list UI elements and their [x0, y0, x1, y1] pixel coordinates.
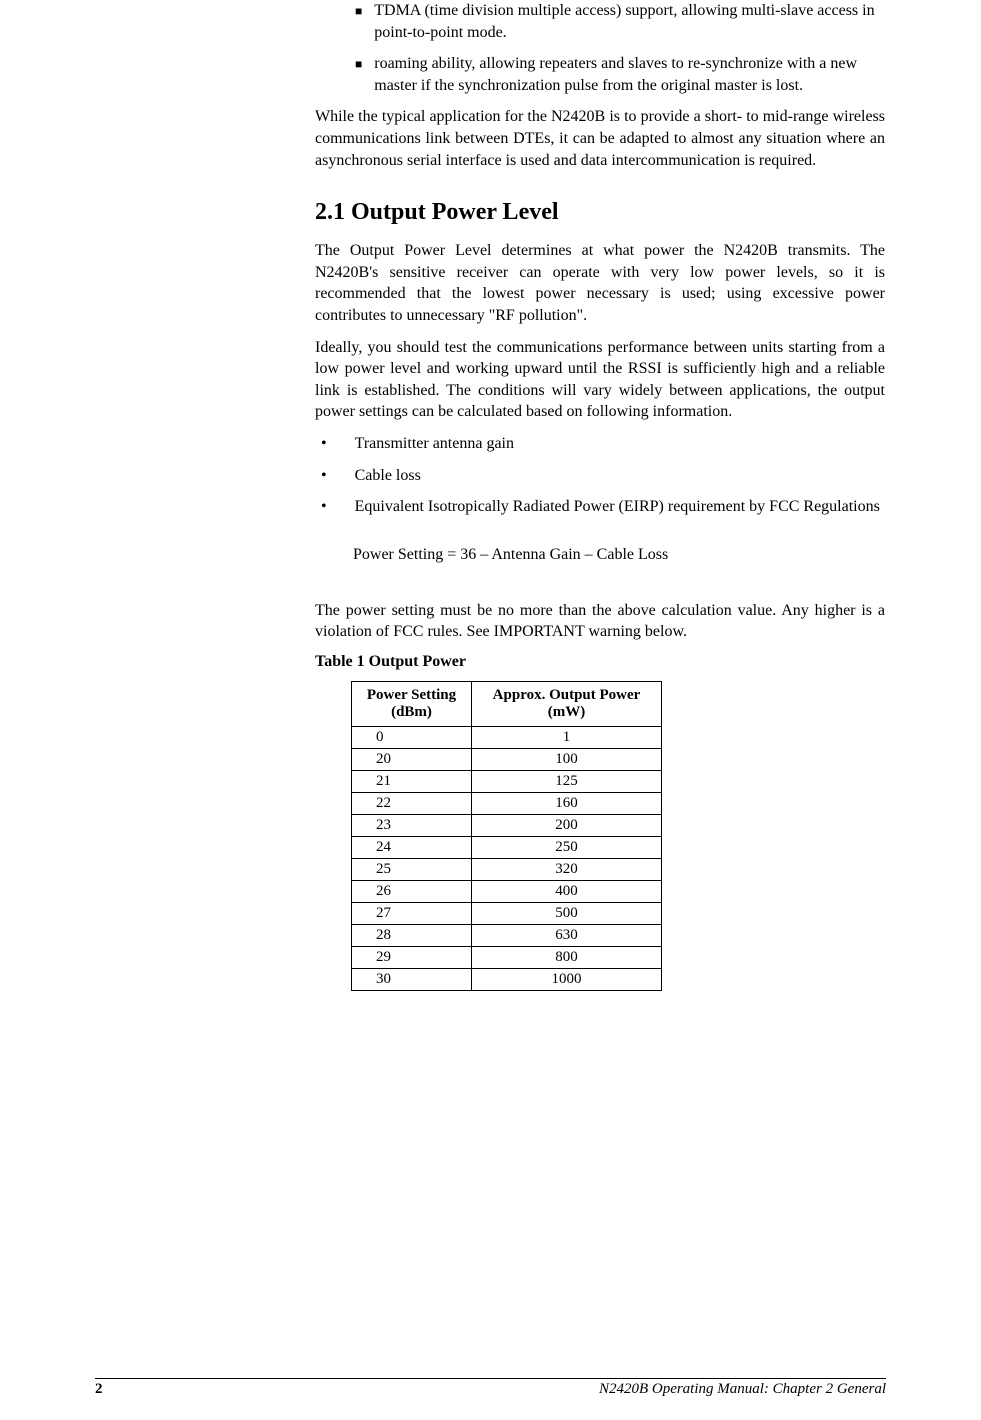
- main-content: ■ TDMA (time division multiple access) s…: [315, 0, 885, 991]
- paragraph-1: The Output Power Level determines at wha…: [315, 240, 885, 326]
- bullet-text: Transmitter antenna gain: [355, 433, 885, 455]
- paragraph-2: Ideally, you should test the communicati…: [315, 337, 885, 423]
- table-cell: 100: [472, 748, 662, 770]
- table-cell: 25: [352, 858, 472, 880]
- table-caption: Table 1 Output Power: [315, 653, 885, 671]
- table-header: Power Setting (dBm): [352, 681, 472, 726]
- table-cell: 1000: [472, 968, 662, 990]
- table-row: 301000: [352, 968, 662, 990]
- table-cell: 26: [352, 880, 472, 902]
- square-bullet-item: ■ TDMA (time division multiple access) s…: [315, 0, 885, 43]
- table-cell: 23: [352, 814, 472, 836]
- table-cell: 20: [352, 748, 472, 770]
- table-cell: 250: [472, 836, 662, 858]
- bullet-text: TDMA (time division multiple access) sup…: [374, 0, 885, 43]
- table-cell: 21: [352, 770, 472, 792]
- table-cell: 22: [352, 792, 472, 814]
- section-heading: 2.1 Output Power Level: [315, 199, 885, 226]
- bullet-text: roaming ability, allowing repeaters and …: [374, 53, 885, 96]
- table-row: 28630: [352, 924, 662, 946]
- table-cell: 320: [472, 858, 662, 880]
- table-row: 25320: [352, 858, 662, 880]
- table-cell: 800: [472, 946, 662, 968]
- square-bullet-icon: ■: [355, 56, 362, 96]
- table-header-row: Power Setting (dBm) Approx. Output Power…: [352, 681, 662, 726]
- dot-bullet-item: • Cable loss: [315, 465, 885, 487]
- table-cell: 125: [472, 770, 662, 792]
- table-cell: 630: [472, 924, 662, 946]
- bullet-text: Equivalent Isotropically Radiated Power …: [355, 496, 885, 518]
- output-power-table: Power Setting (dBm) Approx. Output Power…: [351, 681, 662, 991]
- page-footer: 2 N2420B Operating Manual: Chapter 2 Gen…: [95, 1378, 886, 1398]
- formula: Power Setting = 36 – Antenna Gain – Cabl…: [353, 546, 885, 564]
- intro-paragraph: While the typical application for the N2…: [315, 106, 885, 171]
- page-number: 2: [95, 1381, 103, 1398]
- dot-bullet-item: • Equivalent Isotropically Radiated Powe…: [315, 496, 885, 518]
- table-header: Approx. Output Power (mW): [472, 681, 662, 726]
- dot-bullet-icon: •: [321, 433, 327, 455]
- table-row: 24250: [352, 836, 662, 858]
- table-cell: 500: [472, 902, 662, 924]
- paragraph-3: The power setting must be no more than t…: [315, 600, 885, 643]
- table-cell: 400: [472, 880, 662, 902]
- table-cell: 24: [352, 836, 472, 858]
- table-row: 01: [352, 726, 662, 748]
- table-cell: 28: [352, 924, 472, 946]
- table-row: 23200: [352, 814, 662, 836]
- dot-bullet-item: • Transmitter antenna gain: [315, 433, 885, 455]
- table-cell: 29: [352, 946, 472, 968]
- dot-bullet-icon: •: [321, 465, 327, 487]
- dot-bullet-icon: •: [321, 496, 327, 518]
- table-row: 26400: [352, 880, 662, 902]
- table-cell: 30: [352, 968, 472, 990]
- table-row: 20100: [352, 748, 662, 770]
- table-cell: 0: [352, 726, 472, 748]
- footer-title: N2420B Operating Manual: Chapter 2 Gener…: [599, 1381, 886, 1398]
- table-row: 29800: [352, 946, 662, 968]
- table-cell: 1: [472, 726, 662, 748]
- table-cell: 27: [352, 902, 472, 924]
- square-bullet-icon: ■: [355, 3, 362, 43]
- square-bullet-item: ■ roaming ability, allowing repeaters an…: [315, 53, 885, 96]
- bullet-text: Cable loss: [355, 465, 885, 487]
- table-row: 21125: [352, 770, 662, 792]
- table-row: 22160: [352, 792, 662, 814]
- table-row: 27500: [352, 902, 662, 924]
- table-cell: 160: [472, 792, 662, 814]
- table-cell: 200: [472, 814, 662, 836]
